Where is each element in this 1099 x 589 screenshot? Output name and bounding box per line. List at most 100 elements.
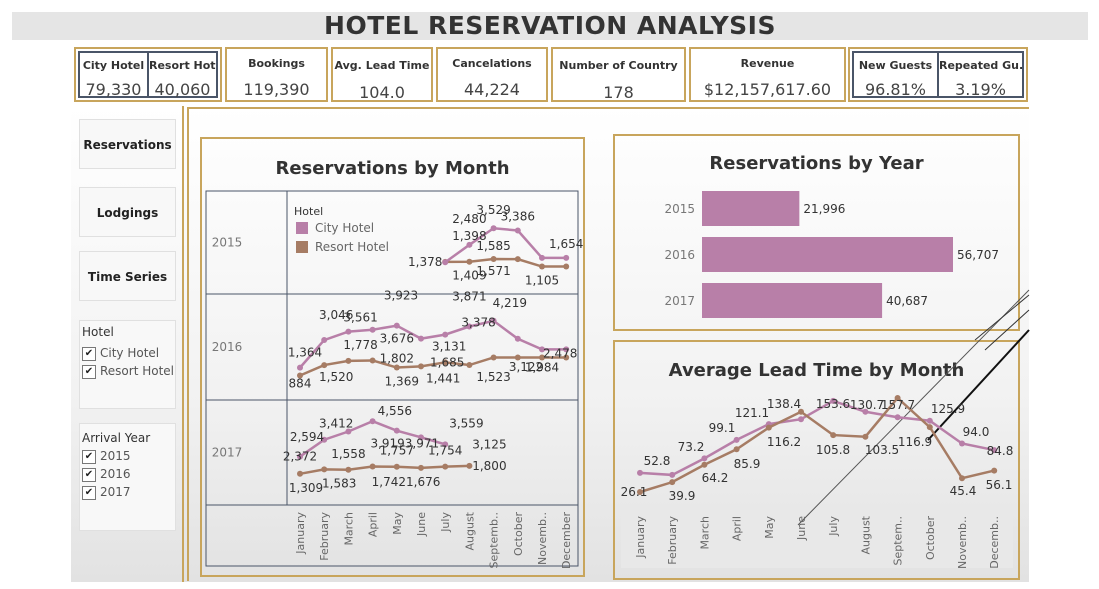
month-data-label: 2,594 bbox=[290, 430, 324, 444]
lead-time-data-label: 121.1 bbox=[735, 406, 769, 420]
lead-time-data-label: 99.1 bbox=[709, 421, 736, 435]
dashboard-content bbox=[71, 106, 1029, 582]
city-hotel-month-point bbox=[393, 322, 400, 329]
lead-time-data-label: 94.0 bbox=[963, 425, 990, 439]
kpi-city-hotel[interactable]: City Hotel 79,330 bbox=[80, 53, 147, 99]
city-hotel-month-point bbox=[321, 337, 328, 344]
city-hotel-month-point bbox=[442, 441, 449, 448]
city-hotel-month-point bbox=[297, 364, 303, 371]
checkbox-checked-icon[interactable]: ✔ bbox=[82, 364, 96, 379]
kpi-lead-time: Avg. Lead Time 104.0 bbox=[331, 47, 433, 102]
checkbox-checked-icon[interactable]: ✔ bbox=[82, 346, 96, 361]
lead-axis-tick-label: May bbox=[763, 516, 776, 539]
month-data-label: 1,441 bbox=[426, 371, 460, 385]
city-hotel-month-point bbox=[514, 335, 521, 342]
year-filter-title: Arrival Year bbox=[82, 431, 151, 445]
resort-hotel-month-point bbox=[490, 354, 497, 361]
kpi-resort-hotel[interactable]: Resort Hot.. 40,060 bbox=[147, 53, 216, 99]
kpi-countries-label: Number of Country bbox=[559, 59, 678, 72]
kpi-bookings: Bookings 119,390 bbox=[225, 47, 328, 102]
resort-hotel-month-point bbox=[297, 470, 303, 477]
nav-reservations-button[interactable]: Reservations bbox=[79, 119, 176, 169]
kpi-new-guests-value: 96.81% bbox=[864, 80, 926, 99]
resort-hotel-month-point bbox=[466, 462, 473, 469]
lead-time-data-label: 64.2 bbox=[702, 471, 729, 485]
month-data-label: 3,412 bbox=[319, 417, 353, 431]
year-filter-option-2016[interactable]: ✔ 2016 bbox=[82, 466, 131, 482]
hotel-filter-option-resort[interactable]: ✔ Resort Hotel bbox=[82, 363, 174, 379]
city-hotel-month-point bbox=[563, 254, 570, 261]
lead-time-data-label: 103.5 bbox=[865, 443, 899, 457]
year-bar-2015 bbox=[702, 191, 800, 226]
reservations-by-year-title: Reservations by Year bbox=[709, 153, 924, 174]
lead-time-data-label: 52.8 bbox=[644, 454, 671, 468]
resort-lead-time-point bbox=[637, 489, 643, 495]
resort-lead-time-point bbox=[701, 461, 708, 468]
month-data-label: 3,386 bbox=[501, 210, 535, 224]
kpi-new-guests[interactable]: New Guests 96.81% bbox=[854, 53, 937, 99]
resort-lead-time-point bbox=[830, 432, 837, 439]
resort-lead-time-point bbox=[798, 408, 804, 415]
resort-hotel-month-point bbox=[563, 354, 570, 361]
month-axis-tick-label: March bbox=[342, 512, 355, 546]
lead-axis-tick-label: April bbox=[731, 516, 744, 541]
kpi-revenue: Revenue $12,157,617.60 bbox=[689, 47, 846, 102]
kpi-repeated-guests-value: 3.19% bbox=[955, 80, 1006, 99]
checkbox-checked-icon[interactable]: ✔ bbox=[82, 449, 96, 464]
lead-time-data-label: 56.1 bbox=[986, 478, 1013, 492]
city-hotel-month-line bbox=[444, 226, 567, 264]
avg-lead-time-title: Average Lead Time by Month bbox=[668, 360, 965, 381]
nav-time-series-button[interactable]: Time Series bbox=[79, 251, 176, 301]
month-data-label: 3,871 bbox=[452, 290, 486, 304]
month-axis-tick-label: August bbox=[463, 511, 476, 550]
month-data-label: 3,9193,971 bbox=[370, 437, 439, 451]
city-lead-time-point bbox=[733, 436, 740, 443]
month-data-label: 3,131 bbox=[432, 340, 466, 354]
year-axis-label: 2017 bbox=[664, 294, 695, 308]
month-data-label: 3,923 bbox=[384, 289, 418, 303]
kpi-guests-inner: New Guests 96.81% Repeated Gu.. 3.19% bbox=[852, 51, 1024, 99]
city-hotel-month-point bbox=[418, 335, 424, 342]
legend-city-label: City Hotel bbox=[315, 221, 374, 235]
kpi-repeated-guests[interactable]: Repeated Gu.. 3.19% bbox=[937, 53, 1022, 99]
hotel-filter: Hotel ✔ City Hotel ✔ Resort Hotel bbox=[79, 320, 176, 409]
city-hotel-month-point bbox=[321, 436, 328, 443]
resort-hotel-month-point bbox=[514, 256, 521, 263]
month-data-label: 3,529 bbox=[476, 203, 510, 217]
resort-hotel-month-point bbox=[321, 466, 328, 473]
reservations-by-month-panel: Reservations by Month bbox=[200, 137, 585, 577]
resort-hotel-month-point bbox=[369, 357, 376, 364]
month-data-label: 1,558 bbox=[331, 447, 365, 461]
resort-hotel-month-point bbox=[369, 463, 376, 470]
resort-hotel-month-line bbox=[299, 356, 567, 377]
year-filter-option-2015[interactable]: ✔ 2015 bbox=[82, 448, 131, 464]
nav-lodgings-button[interactable]: Lodgings bbox=[79, 187, 176, 237]
city-hotel-month-point bbox=[514, 227, 521, 234]
lead-axis-tick-label: February bbox=[666, 516, 679, 565]
kpi-countries: Number of Country 178 bbox=[551, 47, 686, 102]
year-filter-option-label: 2016 bbox=[100, 467, 131, 481]
kpi-revenue-label: Revenue bbox=[740, 57, 795, 70]
year-bar-2016 bbox=[702, 237, 953, 272]
month-data-label: 1,409 bbox=[452, 269, 486, 283]
resort-hotel-month-point bbox=[321, 362, 328, 369]
hotel-filter-option-city[interactable]: ✔ City Hotel bbox=[82, 345, 159, 361]
resort-hotel-month-point bbox=[418, 464, 424, 471]
month-axis-tick-label: January bbox=[294, 512, 307, 555]
resort-hotel-month-point bbox=[514, 354, 521, 361]
kpi-repeated-guests-label: Repeated Gu.. bbox=[939, 59, 1022, 72]
month-data-label: 1,7421,676 bbox=[372, 475, 441, 489]
kpi-lead-time-label: Avg. Lead Time bbox=[334, 59, 430, 72]
resort-hotel-month-point bbox=[539, 354, 545, 361]
resort-hotel-month-point bbox=[466, 362, 473, 369]
month-data-label: 1,309 bbox=[289, 481, 323, 495]
lead-axis-tick-label: Septem.. bbox=[892, 516, 905, 566]
lead-time-data-label: 116.2 bbox=[767, 435, 801, 449]
month-data-label: 1,398 bbox=[452, 229, 486, 243]
month-axis-tick-label: Septemb.. bbox=[488, 512, 501, 569]
year-filter: Arrival Year ✔ 2015 ✔ 2016 ✔ 2017 bbox=[79, 423, 176, 531]
year-filter-option-2017[interactable]: ✔ 2017 bbox=[82, 484, 131, 500]
resort-lead-time-point bbox=[862, 433, 869, 440]
checkbox-checked-icon[interactable]: ✔ bbox=[82, 467, 96, 482]
checkbox-checked-icon[interactable]: ✔ bbox=[82, 485, 96, 500]
